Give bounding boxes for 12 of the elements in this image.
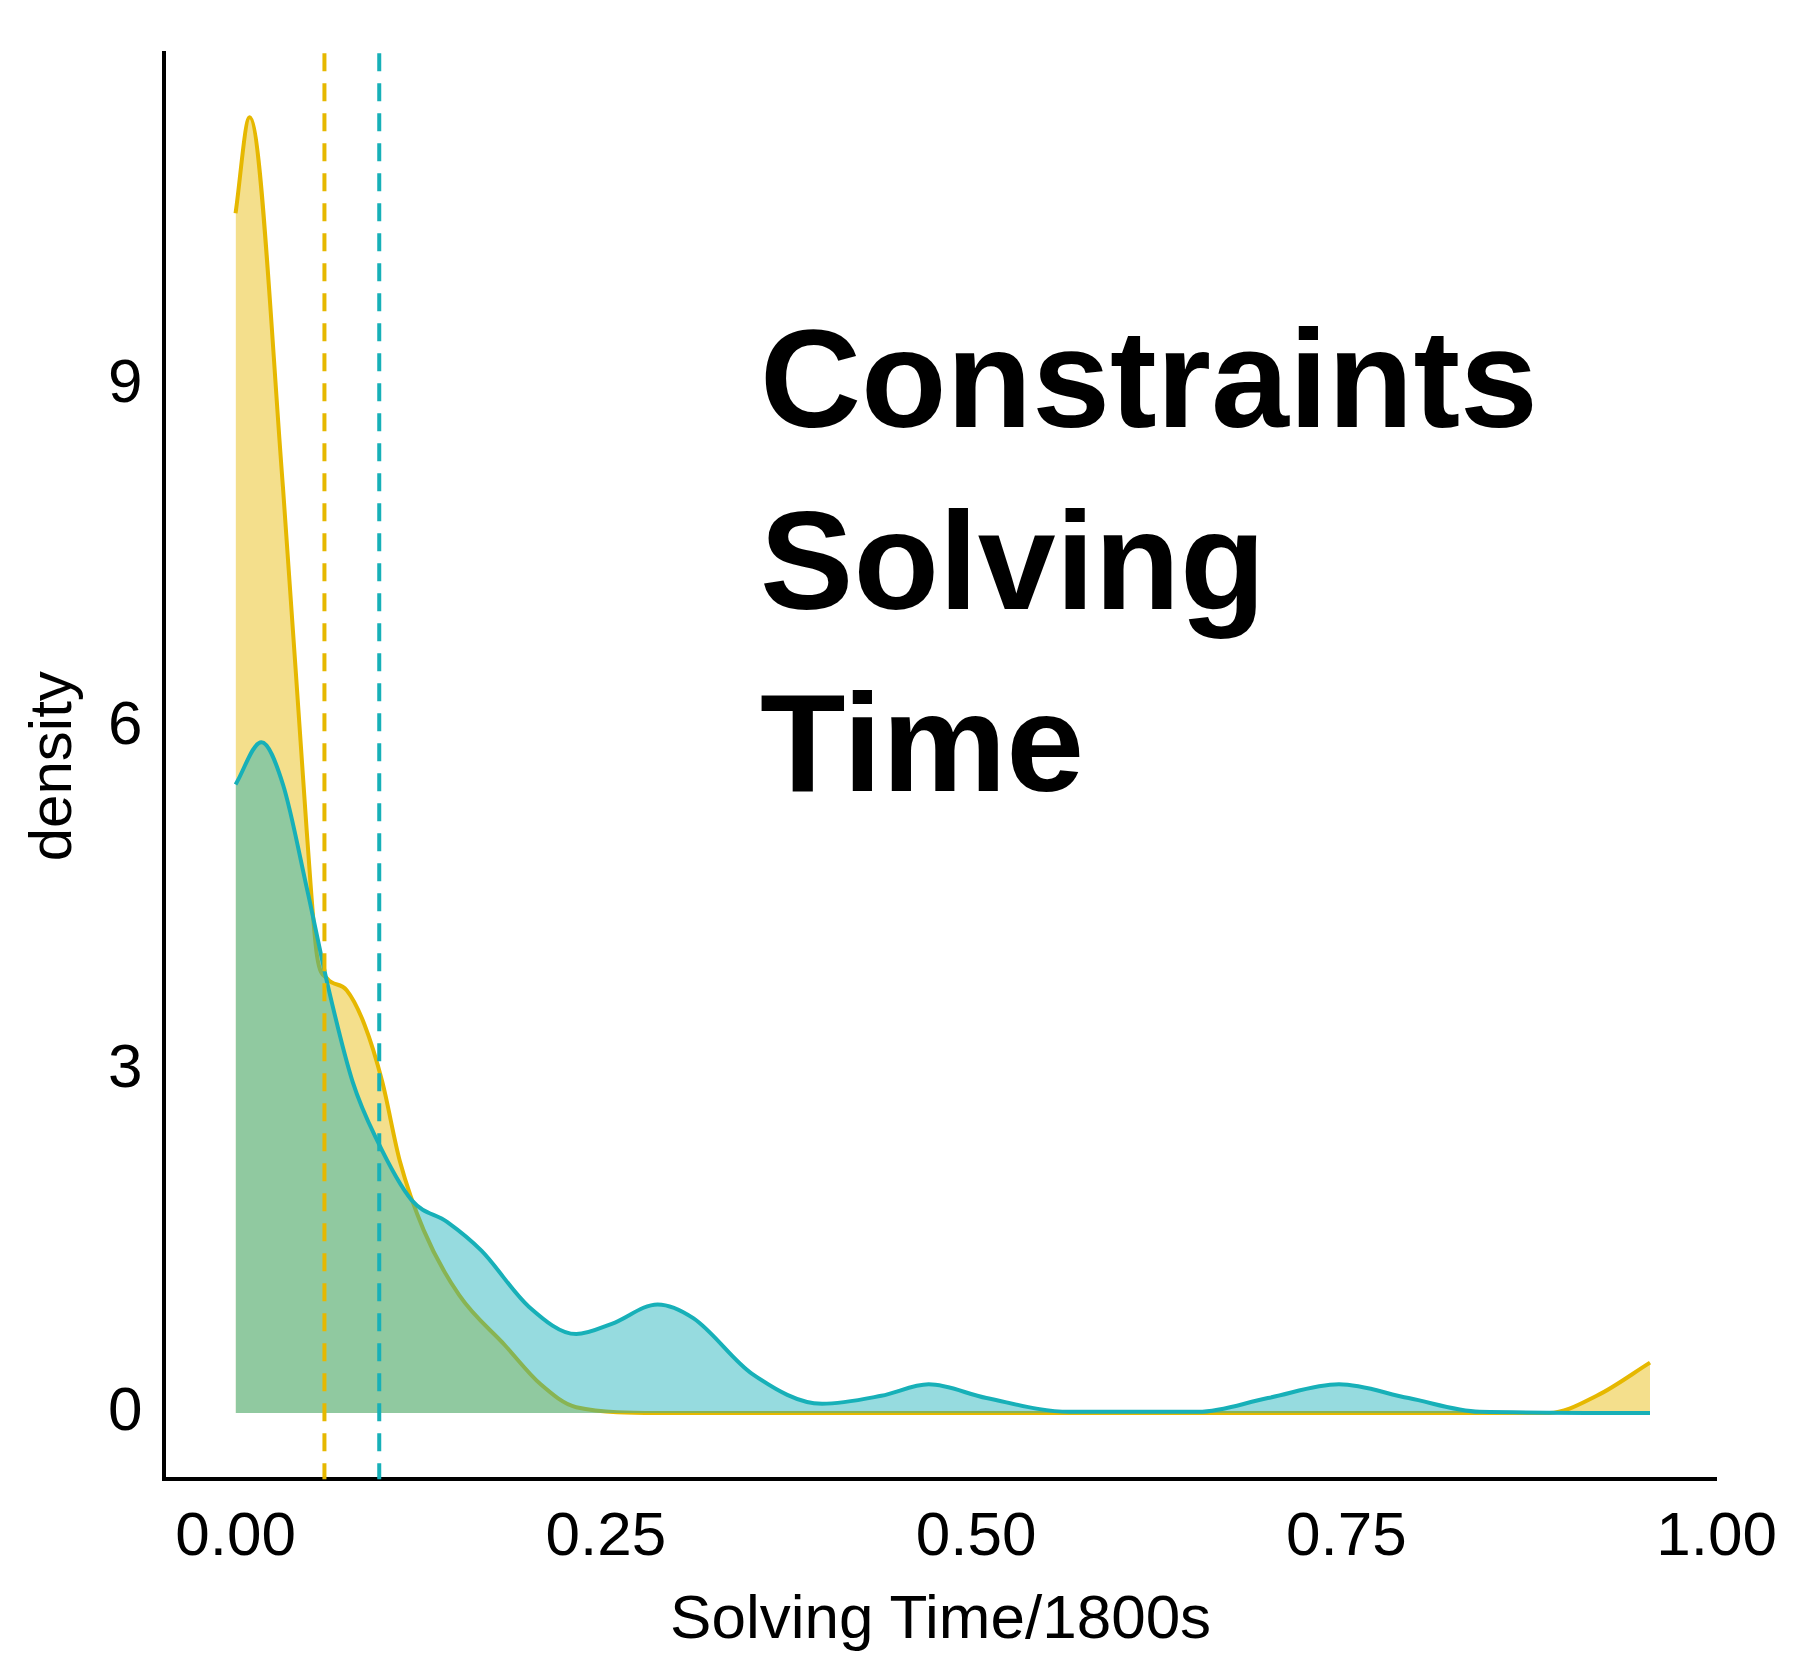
x-tick-label: 1.00: [1656, 1499, 1777, 1569]
x-axis-title: Solving Time/1800s: [670, 1581, 1212, 1651]
y-tick-label: 6: [108, 688, 143, 758]
x-tick-label: 0.25: [545, 1499, 667, 1569]
x-tick-label: 0.75: [1286, 1499, 1407, 1569]
x-tick-label: 0.50: [915, 1499, 1037, 1569]
y-tick-label: 0: [108, 1374, 143, 1444]
annotation: Constraints Solving Time: [760, 299, 1539, 823]
x-tick-label: 0.00: [175, 1499, 296, 1569]
y-axis-title: density: [16, 671, 84, 862]
y-tick-label: 9: [108, 345, 143, 415]
y-tick-label: 3: [108, 1031, 143, 1101]
